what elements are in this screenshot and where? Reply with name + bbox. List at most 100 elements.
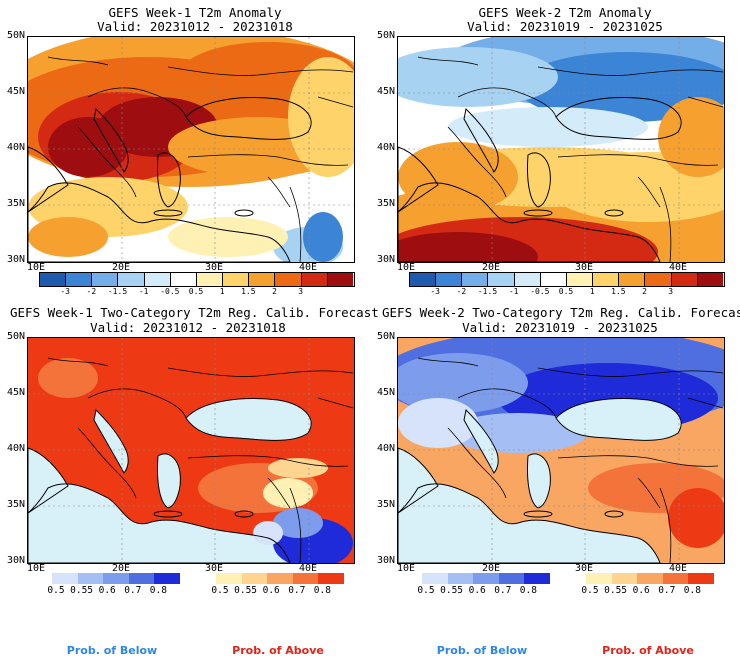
colorbar-segment [301, 273, 328, 286]
sea [94, 410, 129, 473]
coastline [527, 152, 551, 208]
colorbar-segment [662, 573, 689, 584]
anomaly-region [658, 97, 724, 177]
colorbar-segment [697, 273, 723, 286]
colorbar-tick-label: -1.5 [107, 287, 128, 296]
colorbar-segment [40, 273, 67, 286]
colorbar-tick-label: 0.7 [288, 585, 306, 596]
colorbar-tick-label: 3 [668, 287, 674, 296]
week2-below-caption: Prob. of Below [436, 644, 528, 657]
coastline [555, 398, 682, 441]
lat-tick-label: 40N [6, 142, 25, 153]
colorbar-segment [688, 573, 714, 584]
week2-anomaly-field [398, 37, 724, 262]
colorbar-segment [103, 573, 129, 584]
colorbar-segment [318, 573, 344, 584]
colorbar-tick-label: 0.5 [47, 585, 65, 596]
colorbar-tick-label: 0.7 [124, 585, 142, 596]
border-line [317, 96, 354, 108]
lat-tick-label: 30N [6, 555, 25, 566]
colorbar-tick-label: 0.8 [149, 585, 167, 596]
colorbar-tick-label: 2 [642, 287, 647, 296]
colorbar-tick-label: 0.5 [211, 585, 229, 596]
border-line [457, 87, 557, 118]
lon-tick-label: 30E [204, 563, 224, 574]
anomaly-region [448, 107, 648, 147]
anomaly-region [668, 488, 724, 548]
border-line [687, 397, 724, 409]
colorbar-tick-label: 0.6 [98, 585, 116, 596]
lat-tick-label: 50N [6, 30, 25, 41]
lat-tick-label: 35N [376, 499, 395, 510]
lat-tick-label: 35N [6, 499, 25, 510]
coastline [93, 107, 129, 173]
border-line [317, 397, 354, 409]
lat-tick-label: 50N [376, 331, 395, 342]
border-line [537, 367, 724, 377]
crete-outline [523, 510, 553, 518]
panel3-title: GEFS Week-1 Two-Category T2m Reg. Calib.… [10, 305, 379, 320]
coastline [398, 483, 661, 563]
week2-above-caption: Prob. of Above [602, 644, 694, 657]
week1-probability-map [27, 337, 355, 564]
colorbar-segment [92, 273, 119, 286]
colorbar-tick-label: 0.6 [632, 585, 650, 596]
colorbar-tick-label: -2 [86, 287, 97, 296]
coastline [185, 398, 312, 441]
border-line [47, 357, 109, 367]
sea [28, 448, 68, 513]
coastline [463, 107, 499, 173]
lat-tick-label: 40N [376, 142, 395, 153]
border-line [47, 56, 109, 66]
border-line [637, 477, 661, 509]
coastline [398, 146, 439, 213]
lon-tick-label: 20E [111, 262, 131, 273]
border-line [267, 176, 291, 208]
border-line [87, 388, 187, 419]
lat-tick-label: 35N [376, 198, 395, 209]
colorbar-segment [566, 273, 594, 286]
anomaly-region [273, 508, 323, 538]
lon-tick-label: 40E [298, 262, 318, 273]
sea [464, 410, 499, 473]
coastline [555, 97, 682, 140]
colorbar-segment [473, 573, 499, 584]
colorbar-segment [170, 273, 197, 286]
week1-above-caption: Prob. of Above [232, 644, 324, 657]
sea [28, 483, 290, 563]
border-line [537, 66, 724, 76]
colorbar-tick-label: 0.7 [494, 585, 512, 596]
lat-tick-label: 45N [6, 86, 25, 97]
colorbar-tick-label: -1 [508, 287, 519, 296]
border-line [447, 126, 507, 198]
colorbar-segment [196, 273, 224, 286]
colorbar-tick-label: 0.5 [188, 287, 204, 296]
anomaly-region [268, 458, 328, 478]
lat-tick-label: 50N [6, 331, 25, 342]
coastline [28, 447, 69, 514]
panel1-title: GEFS Week-1 T2m Anomaly [108, 5, 282, 20]
coastline [527, 453, 551, 509]
colorbar-segment [422, 573, 448, 584]
colorbar-segment [154, 573, 180, 584]
colorbar-segment [540, 273, 567, 286]
anomaly-region [288, 57, 354, 177]
colorbar-tick-label: 0.55 [604, 585, 628, 596]
border-line [637, 176, 661, 208]
colorbar-tick-label: 0.6 [468, 585, 486, 596]
colorbar-tick-label: 0.8 [683, 585, 701, 596]
anomaly-region [263, 478, 313, 508]
colorbar-segment [144, 273, 171, 286]
crete-outline [153, 209, 183, 217]
colorbar-tick-label: -0.5 [160, 287, 180, 296]
lon-tick-label: 30E [574, 262, 594, 273]
colorbar-segment [619, 273, 646, 286]
colorbar-segment [241, 573, 268, 584]
sea [556, 398, 682, 441]
anomaly-region [38, 358, 98, 398]
colorbar-tick-label: 2 [272, 287, 277, 296]
border-line [187, 455, 349, 467]
lon-tick-label: 10E [26, 262, 46, 273]
cyprus-outline [234, 209, 254, 217]
colorbar-segment [462, 273, 489, 286]
